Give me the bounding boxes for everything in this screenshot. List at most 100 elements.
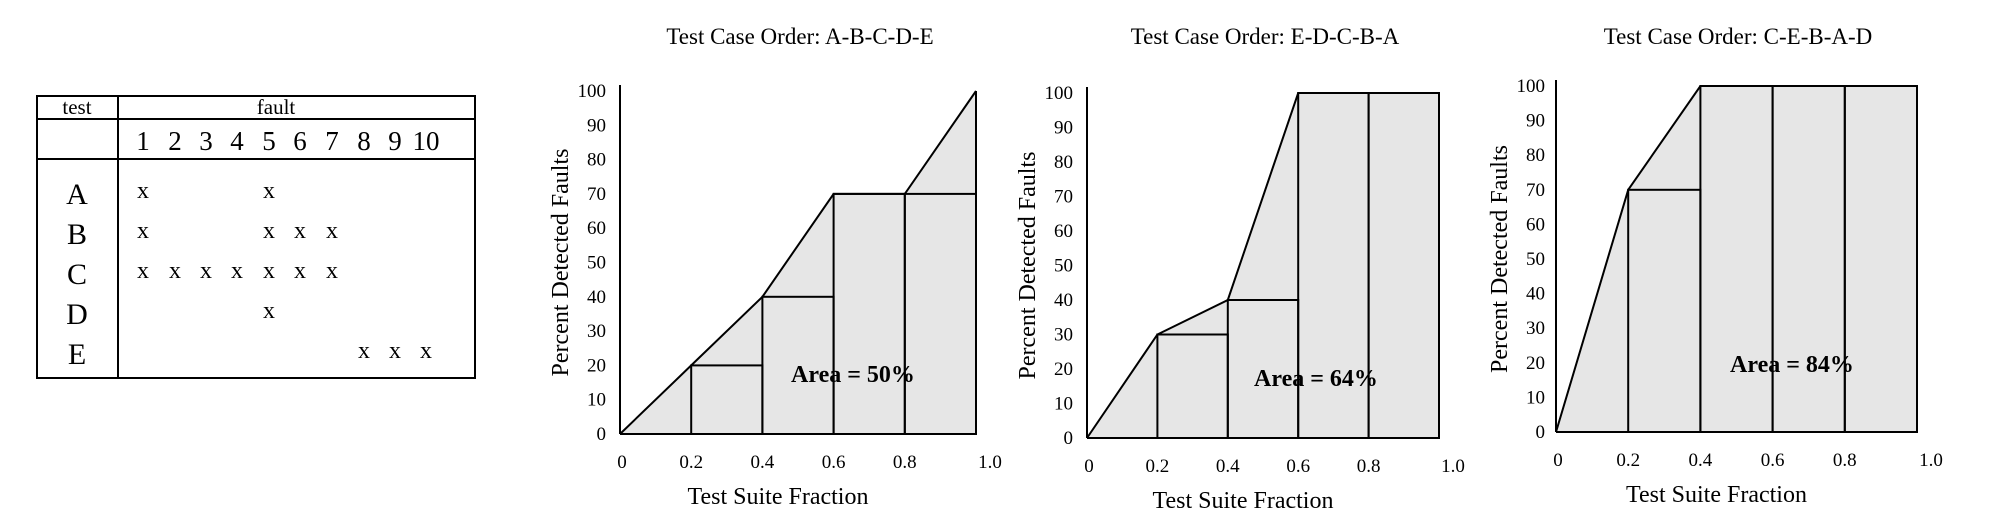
y-tick-label: 60 — [587, 218, 606, 239]
x-tick-label: 0.6 — [1761, 450, 1785, 471]
fault-number: 1 — [136, 126, 150, 156]
fault-mark: x — [263, 218, 275, 244]
x-axis-label: Test Suite Fraction — [688, 484, 869, 510]
y-tick-label: 80 — [1054, 152, 1073, 173]
x-tick-label: 0 — [617, 452, 627, 473]
y-axis-label: Percent Detected Faults — [1015, 152, 1041, 380]
test-label: A — [66, 178, 88, 211]
x-tick-label: 1.0 — [1919, 450, 1943, 471]
y-tick-label: 20 — [1054, 359, 1073, 380]
x-tick-label: 0.8 — [1833, 450, 1857, 471]
y-tick-label: 70 — [1054, 187, 1073, 208]
fault-mark: x — [137, 218, 149, 244]
x-tick-label: 0 — [1084, 456, 1094, 477]
chart-panel: Test Case Order: C-E-B-A-D 0 10 20 30 40 50 60 7… — [1487, 24, 1943, 508]
y-tick-label: 20 — [587, 355, 606, 376]
y-tick-label: 0 — [1536, 422, 1546, 443]
y-tick-label: 100 — [1045, 83, 1074, 104]
fault-number: 5 — [262, 126, 276, 156]
header-fault: fault — [257, 95, 296, 119]
fault-number: 9 — [388, 126, 402, 156]
x-tick-label: 0.4 — [751, 452, 775, 473]
chart-title: Test Case Order: C-E-B-A-D — [1604, 24, 1873, 49]
area-fill — [1556, 86, 1917, 432]
fault-mark: x — [137, 178, 149, 204]
area-annotation: Area = 50% — [791, 362, 915, 388]
fault-mark: x — [294, 258, 306, 284]
x-tick-label: 0.8 — [1357, 456, 1381, 477]
fault-mark: x — [294, 218, 306, 244]
y-tick-label: 90 — [587, 115, 606, 136]
x-tick-label: 0.6 — [1286, 456, 1310, 477]
chart-title: Test Case Order: E-D-C-B-A — [1131, 24, 1400, 49]
y-tick-label: 40 — [587, 287, 606, 308]
fault-mark: x — [137, 258, 149, 284]
test-label: C — [67, 258, 87, 291]
y-tick-label: 40 — [1526, 284, 1545, 305]
y-tick-label: 90 — [1054, 118, 1073, 139]
y-axis-label: Percent Detected Faults — [548, 149, 574, 377]
x-tick-label: 0.8 — [893, 452, 917, 473]
x-axis-label: Test Suite Fraction — [1626, 482, 1807, 508]
y-tick-label: 70 — [587, 184, 606, 205]
fault-number: 8 — [357, 126, 371, 156]
y-tick-label: 60 — [1526, 214, 1545, 235]
y-tick-label: 10 — [587, 390, 606, 411]
fault-number: 6 — [293, 126, 307, 156]
fault-mark: x — [169, 258, 181, 284]
cumulative-line — [1086, 92, 1439, 439]
y-tick-label: 50 — [1054, 256, 1073, 277]
fault-number: 2 — [168, 126, 182, 156]
test-label: E — [68, 338, 86, 371]
y-tick-label: 90 — [1526, 111, 1545, 132]
y-tick-label: 100 — [578, 81, 607, 102]
fault-mark: x — [326, 258, 338, 284]
y-tick-label: 60 — [1054, 221, 1073, 242]
y-tick-label: 50 — [1526, 249, 1545, 270]
x-tick-label: 1.0 — [1441, 456, 1465, 477]
y-tick-label: 0 — [1064, 428, 1074, 449]
fault-mark: x — [200, 258, 212, 284]
x-tick-label: 1.0 — [978, 452, 1002, 473]
table-border — [36, 95, 476, 379]
area-fill — [1087, 93, 1439, 438]
fault-mark: x — [231, 258, 243, 284]
x-tick-label: 0.6 — [822, 452, 846, 473]
cumulative-line — [619, 90, 977, 435]
y-tick-label: 70 — [1526, 180, 1545, 201]
x-tick-label: 0.2 — [1616, 450, 1640, 471]
y-tick-label: 50 — [587, 253, 606, 274]
chart-title: Test Case Order: A-B-C-D-E — [666, 24, 933, 49]
y-axis-label: Percent Detected Faults — [1487, 145, 1513, 373]
y-tick-label: 20 — [1526, 353, 1545, 374]
area-annotation: Area = 84% — [1730, 352, 1854, 378]
fault-mark: x — [263, 298, 275, 324]
y-tick-label: 10 — [1526, 387, 1545, 408]
x-tick-label: 0.4 — [1689, 450, 1713, 471]
y-tick-label: 30 — [1526, 318, 1545, 339]
y-tick-label: 80 — [1526, 145, 1545, 166]
y-tick-label: 0 — [597, 424, 607, 445]
y-tick-label: 10 — [1054, 394, 1073, 415]
header-test: test — [62, 95, 91, 119]
fault-mark: x — [326, 218, 338, 244]
area-annotation: Area = 64% — [1254, 366, 1378, 392]
fault-number: 10 — [413, 126, 440, 156]
x-tick-label: 0.2 — [1146, 456, 1170, 477]
y-tick-label: 40 — [1054, 290, 1073, 311]
fault-mark: x — [389, 338, 401, 364]
fault-number: 7 — [325, 126, 339, 156]
fault-number: 4 — [230, 126, 244, 156]
fault-mark: x — [263, 258, 275, 284]
chart-panel: Test Case Order: A-B-C-D-E 0 10 20 30 40 50 60 7… — [548, 24, 1002, 510]
chart-panel: Test Case Order: E-D-C-B-A 0 10 20 30 40 50 60 7… — [1015, 24, 1465, 514]
y-tick-label: 30 — [1054, 325, 1073, 346]
test-label: B — [67, 218, 87, 251]
fault-mark: x — [420, 338, 432, 364]
x-tick-label: 0.2 — [679, 452, 703, 473]
y-tick-label: 30 — [587, 321, 606, 342]
cumulative-line — [1555, 85, 1917, 433]
fault-mark: x — [263, 178, 275, 204]
